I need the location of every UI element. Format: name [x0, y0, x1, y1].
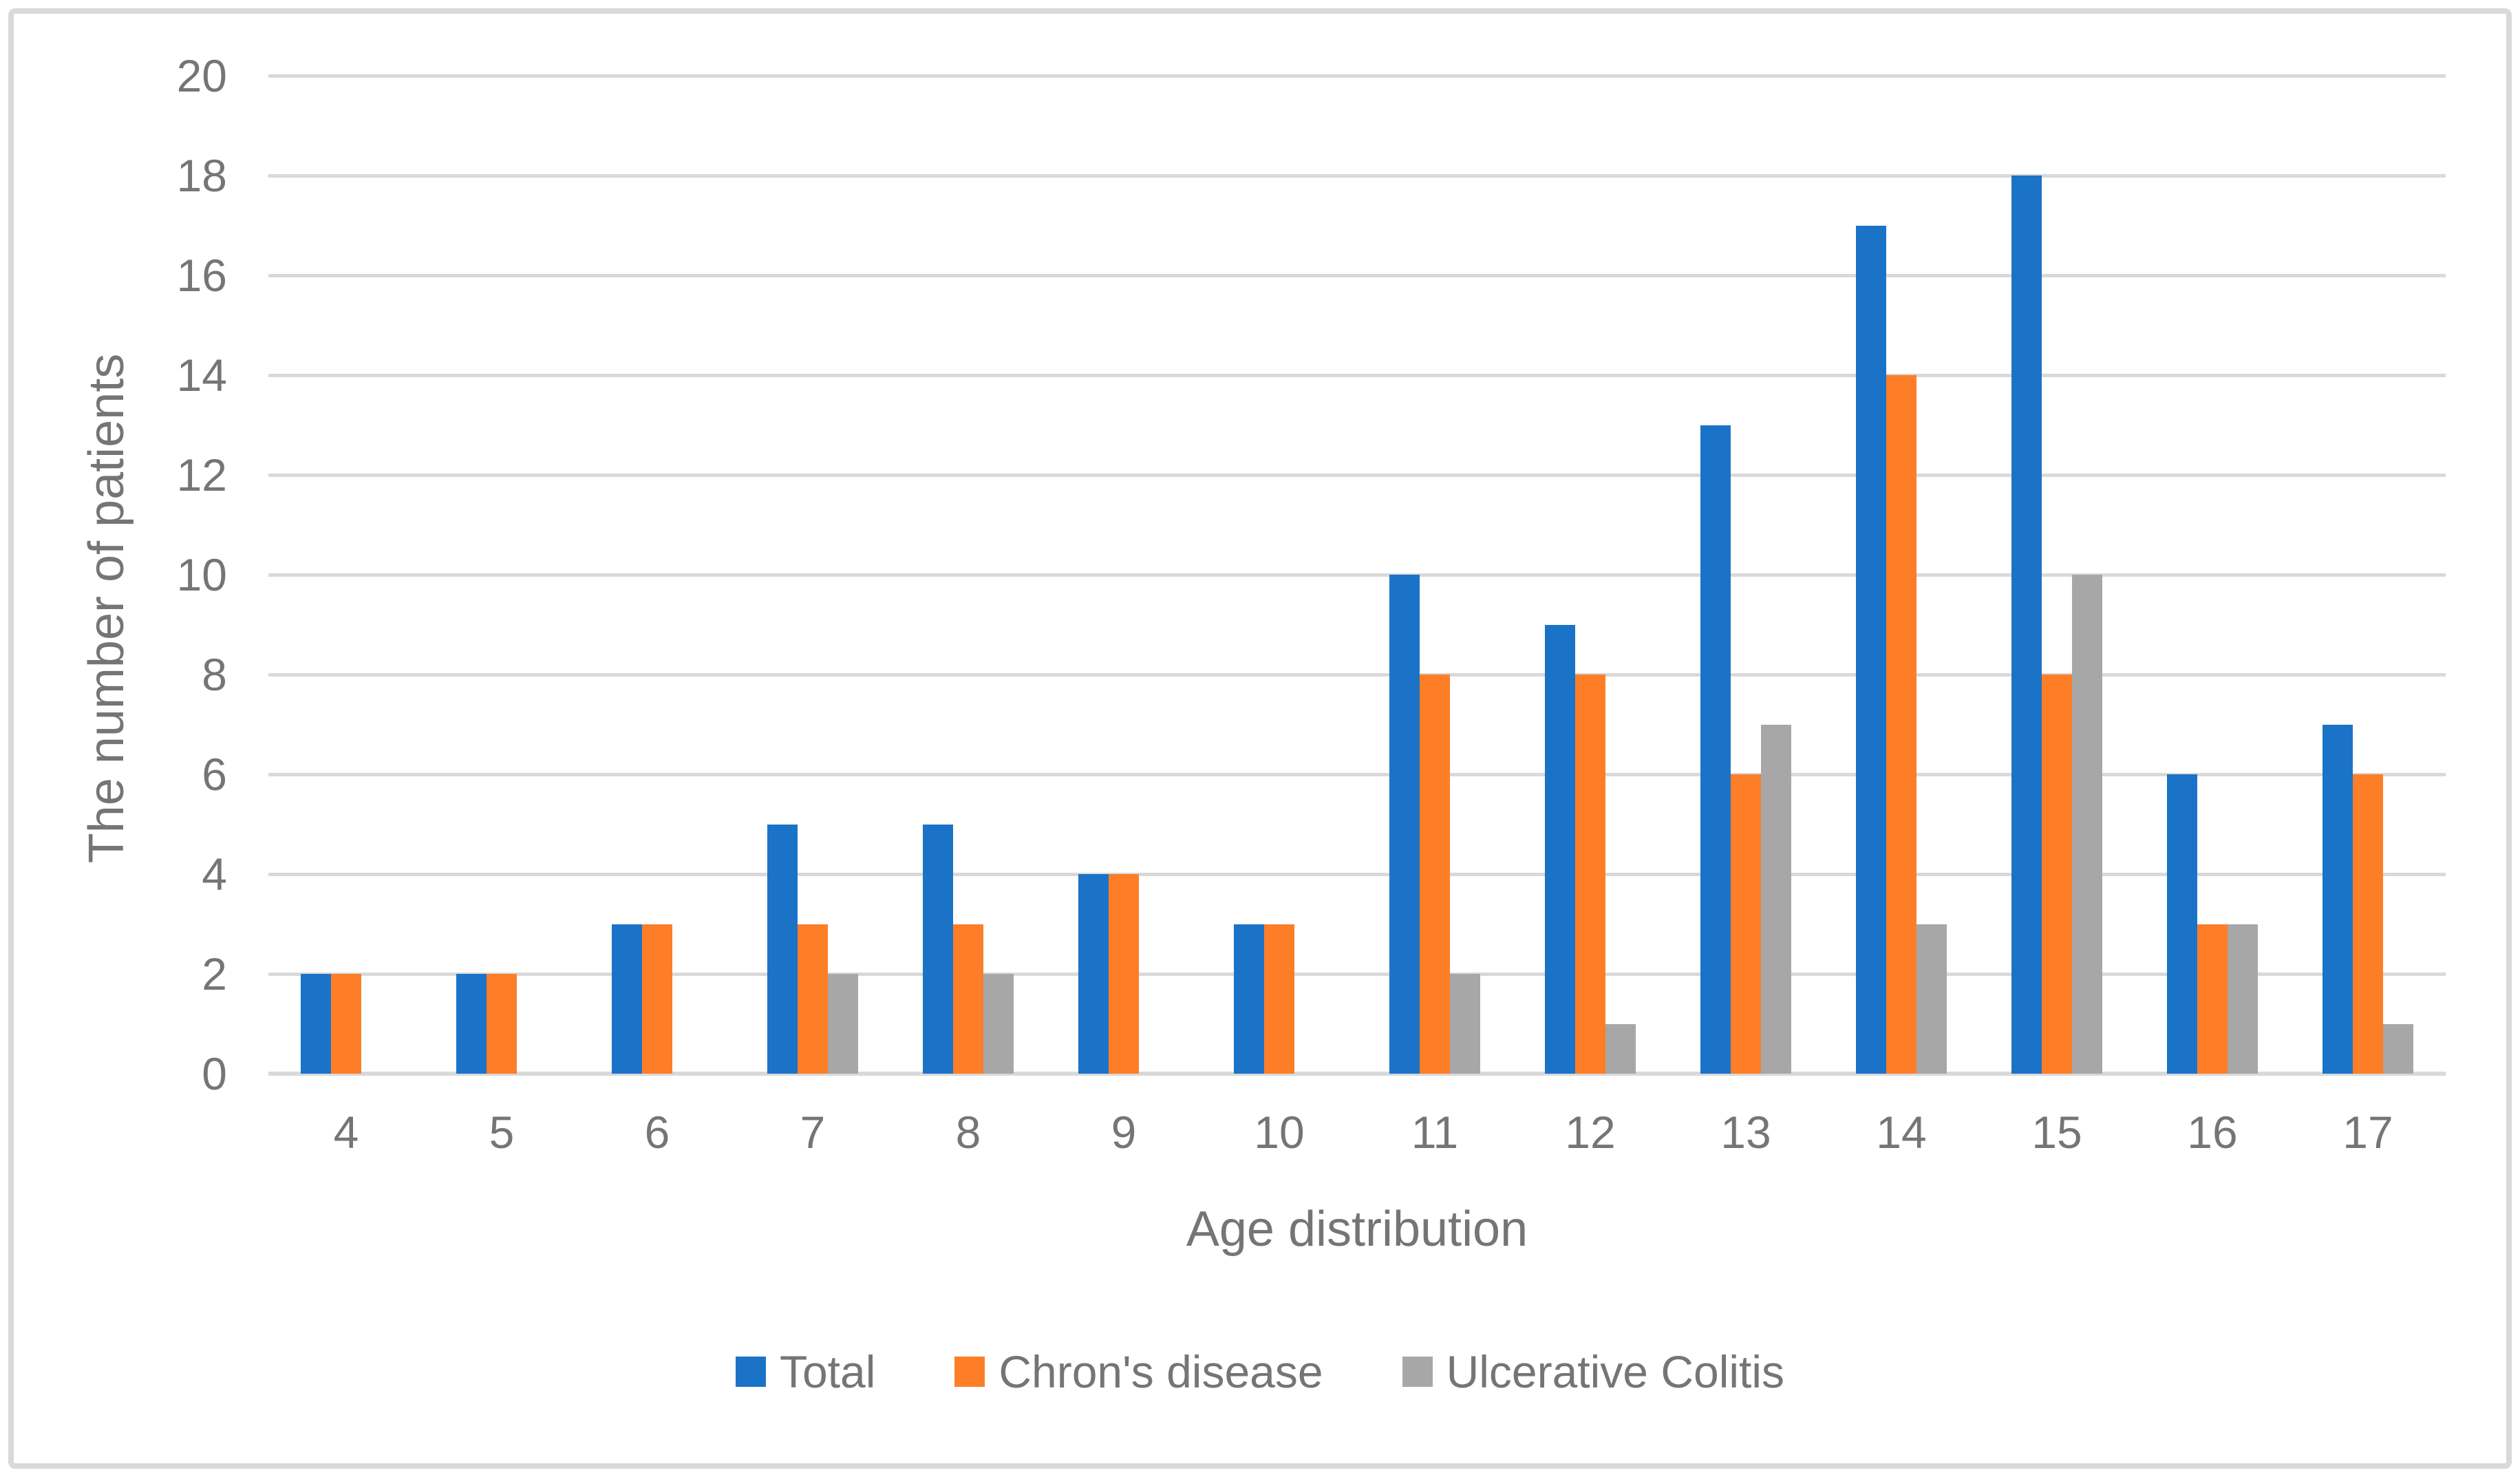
- y-tick-label-16: 16: [176, 250, 227, 301]
- gridline-y-2: [268, 973, 2446, 976]
- legend-label-ulcerative-colitis: Ulcerative Colitis: [1446, 1346, 1785, 1397]
- bar-ulcerative-colitis-age-13: [1761, 724, 1791, 1074]
- y-tick-label-12: 12: [176, 449, 227, 500]
- legend-label-chrons-disease: Chron's disease: [999, 1346, 1323, 1397]
- bar-ulcerative-colitis-age-17: [2383, 1023, 2413, 1074]
- y-tick-label-14: 14: [176, 350, 227, 401]
- x-tick-label-16: 16: [2187, 1107, 2238, 1158]
- bar-ulcerative-colitis-age-8: [983, 974, 1014, 1074]
- legend-item-total: Total: [735, 1346, 876, 1397]
- bar-chron-s-disease-age-16: [2197, 924, 2228, 1074]
- x-tick-label-7: 7: [800, 1107, 826, 1158]
- bar-total-age-16: [2167, 774, 2197, 1074]
- x-tick-label-11: 11: [1411, 1107, 1459, 1158]
- bar-total-age-14: [1856, 225, 1886, 1074]
- bar-chron-s-disease-age-10: [1264, 924, 1294, 1074]
- x-tick-label-10: 10: [1254, 1107, 1305, 1158]
- bar-ulcerative-colitis-age-12: [1605, 1023, 1636, 1074]
- x-tick-label-12: 12: [1565, 1107, 1616, 1158]
- y-tick-label-18: 18: [176, 150, 227, 201]
- bar-ulcerative-colitis-age-16: [2228, 924, 2258, 1074]
- bar-chron-s-disease-age-6: [642, 924, 672, 1074]
- y-tick-label-0: 0: [202, 1048, 227, 1099]
- bar-total-age-8: [923, 824, 953, 1074]
- y-tick-label-2: 2: [202, 948, 227, 999]
- gridline-y-8: [268, 673, 2446, 677]
- y-tick-label-4: 4: [202, 849, 227, 900]
- bar-ulcerative-colitis-age-7: [828, 974, 858, 1074]
- bar-chron-s-disease-age-12: [1575, 674, 1605, 1074]
- y-tick-label-8: 8: [202, 649, 227, 700]
- y-tick-label-20: 20: [176, 50, 227, 101]
- bar-total-age-10: [1234, 924, 1264, 1074]
- bar-ulcerative-colitis-age-14: [1916, 924, 1947, 1074]
- bar-total-age-5: [456, 974, 487, 1074]
- bar-total-age-17: [2323, 724, 2353, 1074]
- bar-total-age-12: [1545, 624, 1575, 1074]
- legend-item-chrons-disease: Chron's disease: [954, 1349, 1323, 1394]
- x-tick-label-14: 14: [1876, 1107, 1927, 1158]
- x-tick-label-13: 13: [1720, 1107, 1771, 1158]
- x-tick-label-6: 6: [644, 1107, 670, 1158]
- bar-chron-s-disease-age-7: [798, 924, 828, 1074]
- x-tick-label-4: 4: [333, 1107, 359, 1158]
- gridline-y-18: [268, 174, 2446, 178]
- bar-chron-s-disease-age-14: [1886, 375, 1916, 1074]
- bar-chron-s-disease-age-11: [1420, 674, 1450, 1074]
- bar-total-age-6: [612, 924, 642, 1074]
- bar-total-age-9: [1078, 874, 1109, 1074]
- x-tick-label-5: 5: [489, 1107, 515, 1158]
- bar-chron-s-disease-age-8: [953, 924, 983, 1074]
- legend-item-ulcerative-colitis: Ulcerative Colitis: [1402, 1349, 1784, 1394]
- bar-chron-s-disease-age-17: [2353, 774, 2383, 1074]
- bar-chron-s-disease-age-9: [1109, 874, 1139, 1074]
- bar-chron-s-disease-age-15: [2042, 674, 2072, 1074]
- bar-total-age-13: [1700, 425, 1731, 1074]
- bar-ulcerative-colitis-age-15: [2072, 575, 2102, 1074]
- legend: Total Chron's disease Ulcerative Colitis: [0, 1349, 2520, 1394]
- bar-chron-s-disease-age-4: [331, 974, 361, 1074]
- bar-total-age-4: [301, 974, 331, 1074]
- x-tick-label-17: 17: [2342, 1107, 2393, 1158]
- bar-chron-s-disease-age-13: [1731, 774, 1761, 1074]
- plot-area: [268, 74, 2446, 1076]
- x-tick-label-8: 8: [955, 1107, 981, 1158]
- legend-swatch-total: [735, 1357, 766, 1387]
- gridline-y-12: [268, 474, 2446, 477]
- gridline-y-14: [268, 374, 2446, 377]
- bar-total-age-7: [767, 824, 798, 1074]
- x-tick-label-9: 9: [1111, 1107, 1137, 1158]
- gridline-y-6: [268, 773, 2446, 776]
- y-tick-label-10: 10: [176, 549, 227, 600]
- bar-total-age-15: [2011, 176, 2042, 1074]
- gridline-y-16: [268, 274, 2446, 277]
- x-axis-line: [268, 1072, 2446, 1076]
- x-axis-title: Age distribution: [1186, 1202, 1528, 1257]
- gridline-y-20: [268, 74, 2446, 78]
- bar-ulcerative-colitis-age-11: [1450, 974, 1480, 1074]
- legend-swatch-chrons-disease: [954, 1357, 985, 1387]
- bar-chron-s-disease-age-5: [487, 974, 517, 1074]
- gridline-y-10: [268, 573, 2446, 577]
- gridline-y-4: [268, 873, 2446, 876]
- y-tick-label-6: 6: [202, 749, 227, 800]
- x-tick-label-15: 15: [2031, 1107, 2082, 1158]
- legend-label-total: Total: [779, 1346, 876, 1397]
- legend-swatch-ulcerative-colitis: [1402, 1357, 1433, 1387]
- bar-total-age-11: [1389, 575, 1420, 1074]
